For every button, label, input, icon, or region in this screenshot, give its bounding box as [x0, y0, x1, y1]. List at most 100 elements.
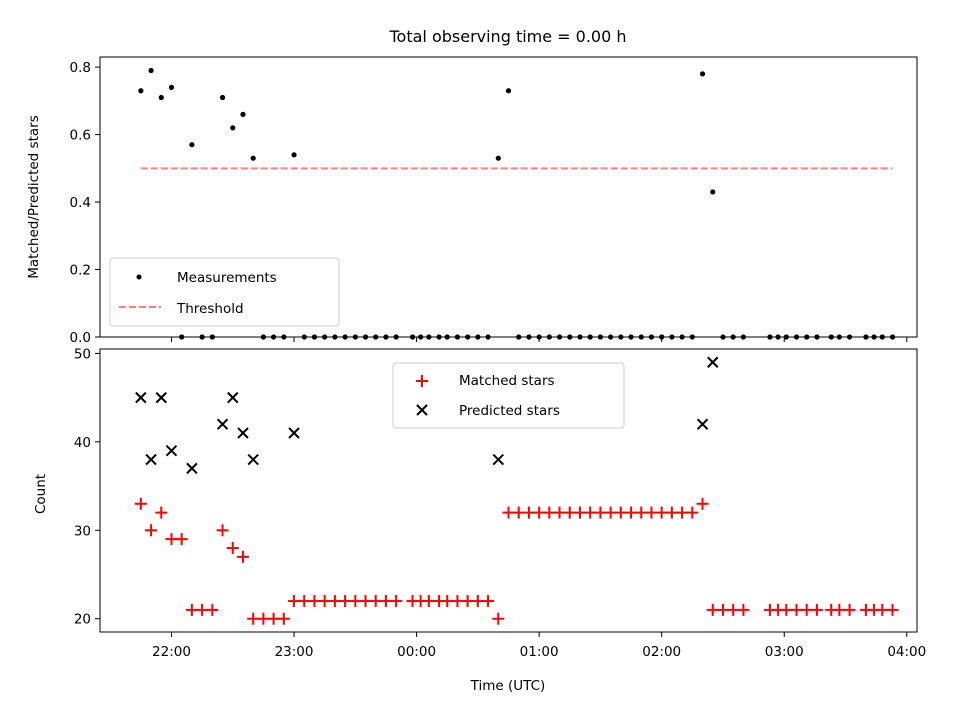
matched-stars-point — [461, 595, 474, 608]
matched-stars-point — [422, 595, 435, 608]
matched-stars-point — [810, 603, 823, 616]
matched-stars-point — [471, 595, 484, 608]
matched-stars-point — [165, 533, 178, 546]
predicted-stars-point — [492, 453, 504, 466]
predicted-stars-point — [288, 427, 300, 439]
matched-stars-point — [876, 603, 889, 616]
matched-stars-point — [318, 595, 331, 608]
measurement-point — [250, 155, 256, 161]
matched-stars-point — [512, 506, 525, 519]
matched-stars-point — [349, 595, 362, 608]
x-tick-label: 04:00 — [887, 644, 926, 660]
predicted-stars-point — [237, 427, 249, 439]
matched-stars-point — [594, 506, 607, 519]
matched-stars-point — [390, 595, 403, 608]
matched-stars-point — [145, 524, 158, 537]
x-tick-label: 22:00 — [152, 644, 191, 660]
predicted-stars-point — [155, 391, 167, 404]
matched-stars-point — [185, 603, 198, 616]
matched-stars-point — [833, 603, 846, 616]
measurement-point — [495, 155, 501, 161]
top-y-tick-label: 0.6 — [70, 128, 91, 144]
top-y-tick-label: 0.0 — [70, 330, 91, 346]
top-legend-box — [109, 257, 340, 327]
bottom-axes-frame — [99, 348, 918, 633]
matched-stars-point — [267, 612, 280, 625]
bottom-legend-box — [392, 362, 625, 429]
top-y-tick-label: 0.4 — [70, 195, 91, 211]
measurement-point — [710, 189, 716, 195]
x-tick-label: 03:00 — [765, 644, 804, 660]
matched-stars-point — [492, 612, 505, 625]
measurement-point — [219, 94, 226, 101]
predicted-stars-point — [227, 391, 239, 404]
measurement-point — [240, 111, 246, 117]
matched-stars-point — [790, 603, 803, 616]
matched-stars-point — [236, 550, 249, 563]
matched-stars-point — [716, 603, 729, 616]
matched-stars-point — [614, 506, 627, 519]
legend-threshold-label: Threshold — [176, 301, 244, 317]
bottom-y-axis-label: Count — [33, 474, 49, 514]
legend-measurements-label: Measurements — [177, 270, 277, 286]
legend-measurements-marker — [136, 274, 142, 280]
matched-stars-point — [206, 603, 219, 616]
top-panel: Total observing time = 0.00 h Matched/Pr… — [26, 27, 918, 346]
matched-stars-point — [645, 506, 658, 519]
matched-stars-point — [665, 506, 678, 519]
predicted-stars-point — [165, 444, 178, 457]
measurement-point — [505, 88, 512, 94]
chart-title: Total observing time = 0.00 h — [388, 27, 626, 46]
top-y-axis-label: Matched/Predicted stars — [26, 115, 42, 278]
matched-stars-point — [257, 612, 270, 625]
legend-predicted-marker — [416, 404, 428, 416]
x-axis-label: Time (UTC) — [470, 678, 546, 694]
bottom-legend: Matched stars Predicted stars — [392, 362, 625, 429]
measurement-point — [291, 152, 297, 158]
measurement-point — [230, 125, 236, 131]
matched-stars-point — [369, 595, 382, 608]
legend-matched-marker — [416, 375, 428, 387]
top-legend: Measurements Threshold — [109, 257, 340, 327]
matched-stars-point — [196, 603, 209, 616]
matched-stars-point — [277, 612, 290, 625]
predicted-stars-point — [145, 453, 157, 466]
measurement-point — [158, 94, 164, 101]
bottom-panel: Count Time (UTC) 22:00 23:00 00:00 01:00 02:… — [33, 346, 926, 694]
bottom-plot-area — [134, 356, 899, 625]
measurement-point — [699, 71, 706, 77]
measurement-point — [148, 67, 154, 74]
matched-stars-point — [696, 497, 709, 510]
top-axes-frame — [99, 56, 918, 338]
matched-stars-point — [543, 506, 556, 519]
matched-stars-point — [308, 595, 321, 608]
matched-stars-point — [216, 524, 229, 537]
matched-stars-point — [533, 506, 546, 519]
matched-stars-point — [175, 533, 188, 546]
matched-stars-point — [226, 541, 239, 554]
matched-stars-point — [134, 497, 147, 510]
matched-stars-point — [727, 603, 740, 616]
matched-stars-point — [328, 595, 341, 608]
matched-stars-point — [247, 612, 260, 625]
matched-stars-point — [886, 603, 899, 616]
predicted-stars-point — [707, 356, 719, 368]
matched-stars-point — [563, 506, 576, 519]
x-tick-label: 23:00 — [275, 644, 314, 660]
top-ticks: 0.0 0.2 0.4 0.6 0.8 — [70, 60, 908, 346]
matched-stars-point — [706, 603, 719, 616]
legend-predicted-label: Predicted stars — [459, 403, 560, 419]
matched-stars-point — [359, 595, 372, 608]
matched-stars-point — [502, 506, 515, 519]
matched-stars-point — [737, 603, 750, 616]
predicted-stars-point — [186, 462, 198, 475]
matched-stars-point — [339, 595, 352, 608]
legend-matched-label: Matched stars — [459, 373, 555, 389]
matched-stars-point — [625, 506, 638, 519]
matched-stars-point — [298, 595, 311, 608]
matched-stars-point — [522, 506, 535, 519]
matched-stars-point — [288, 595, 301, 608]
matched-stars-point — [635, 506, 648, 519]
bottom-y-tick-label: 20 — [74, 612, 91, 628]
